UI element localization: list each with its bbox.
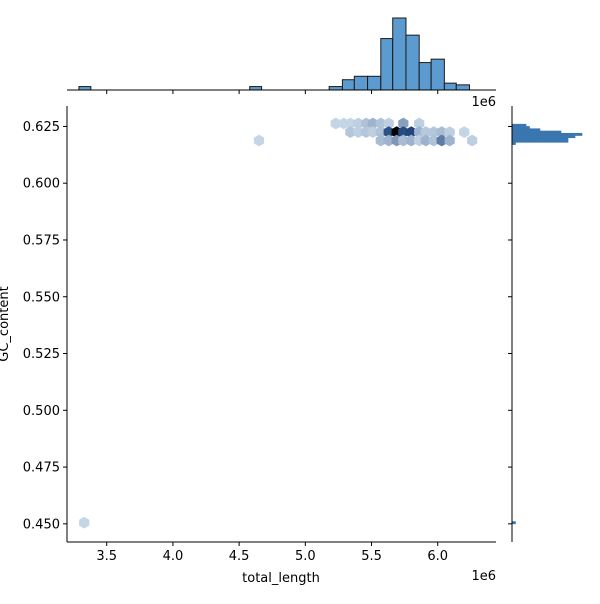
top-hist-bar-7 <box>392 17 407 91</box>
x-tick-label-1: 4.0 <box>163 549 184 564</box>
x-tick-label-3: 5.0 <box>295 549 316 564</box>
x-tick-label-2: 4.5 <box>229 549 250 564</box>
hexbin-0 <box>79 516 90 529</box>
top-hist-bar-8 <box>405 34 420 91</box>
y-tick-label-5: 0.575 <box>23 233 60 248</box>
x-tick-label-5: 6.0 <box>427 549 448 564</box>
x-offset-label: 1e6 <box>471 569 496 584</box>
y-tick-label-2: 0.500 <box>23 404 60 419</box>
y-tick-label-0: 0.450 <box>23 517 60 532</box>
y-tick-label-4: 0.550 <box>23 290 60 305</box>
top-hist-bar-12 <box>455 84 471 91</box>
right-hist-bar-5 <box>511 132 583 136</box>
top-hist-bar-2 <box>328 86 343 91</box>
top-hist-bar-10 <box>430 58 445 91</box>
top-hist-bar-4 <box>353 75 369 91</box>
x-tick-label-4: 5.5 <box>361 549 382 564</box>
right-hist-bar-8 <box>511 126 530 130</box>
top-hist-bar-6 <box>380 38 394 91</box>
right-hist-bar-7 <box>511 128 541 132</box>
right-hist-bar-3 <box>511 137 569 141</box>
y-axis-label: GC_content <box>0 286 12 361</box>
right-hist-bar-2 <box>511 139 569 143</box>
right-hist-bar-4 <box>511 135 576 139</box>
hexbin-layer <box>79 117 478 529</box>
right-hist-bar-0 <box>511 521 516 525</box>
right-hist-bar-9 <box>511 123 527 127</box>
right-marginal-histogram <box>508 106 583 542</box>
top-hist-bar-11 <box>443 82 457 91</box>
hexbin-1 <box>253 134 265 147</box>
top-hist-bar-0 <box>78 86 92 91</box>
top-hist-bar-3 <box>341 79 355 91</box>
top-hist-bar-5 <box>367 75 382 91</box>
right-hist-bar-6 <box>511 130 562 134</box>
joint-axes: 3.5 4.0 4.5 5.0 5.5 6.0 0.450 0.475 0.500 0.525 0.… <box>23 106 496 564</box>
hexbin-36 <box>444 134 455 147</box>
hexbin-26 <box>459 126 470 138</box>
y-tick-label-7: 0.625 <box>23 120 60 135</box>
y-tick-label-6: 0.600 <box>23 177 60 192</box>
top-offset-label: 1e6 <box>471 95 496 110</box>
right-hist-bar-1 <box>511 142 516 145</box>
hexbin-37 <box>467 134 478 147</box>
x-axis-label: total_length <box>242 571 320 586</box>
x-tick-label-0: 3.5 <box>96 549 117 564</box>
top-hist-bar-1 <box>249 86 263 91</box>
top-marginal-histogram <box>67 17 496 94</box>
y-tick-label-1: 0.475 <box>23 461 60 476</box>
y-tick-label-3: 0.525 <box>23 347 60 362</box>
top-hist-bar-9 <box>418 62 432 91</box>
